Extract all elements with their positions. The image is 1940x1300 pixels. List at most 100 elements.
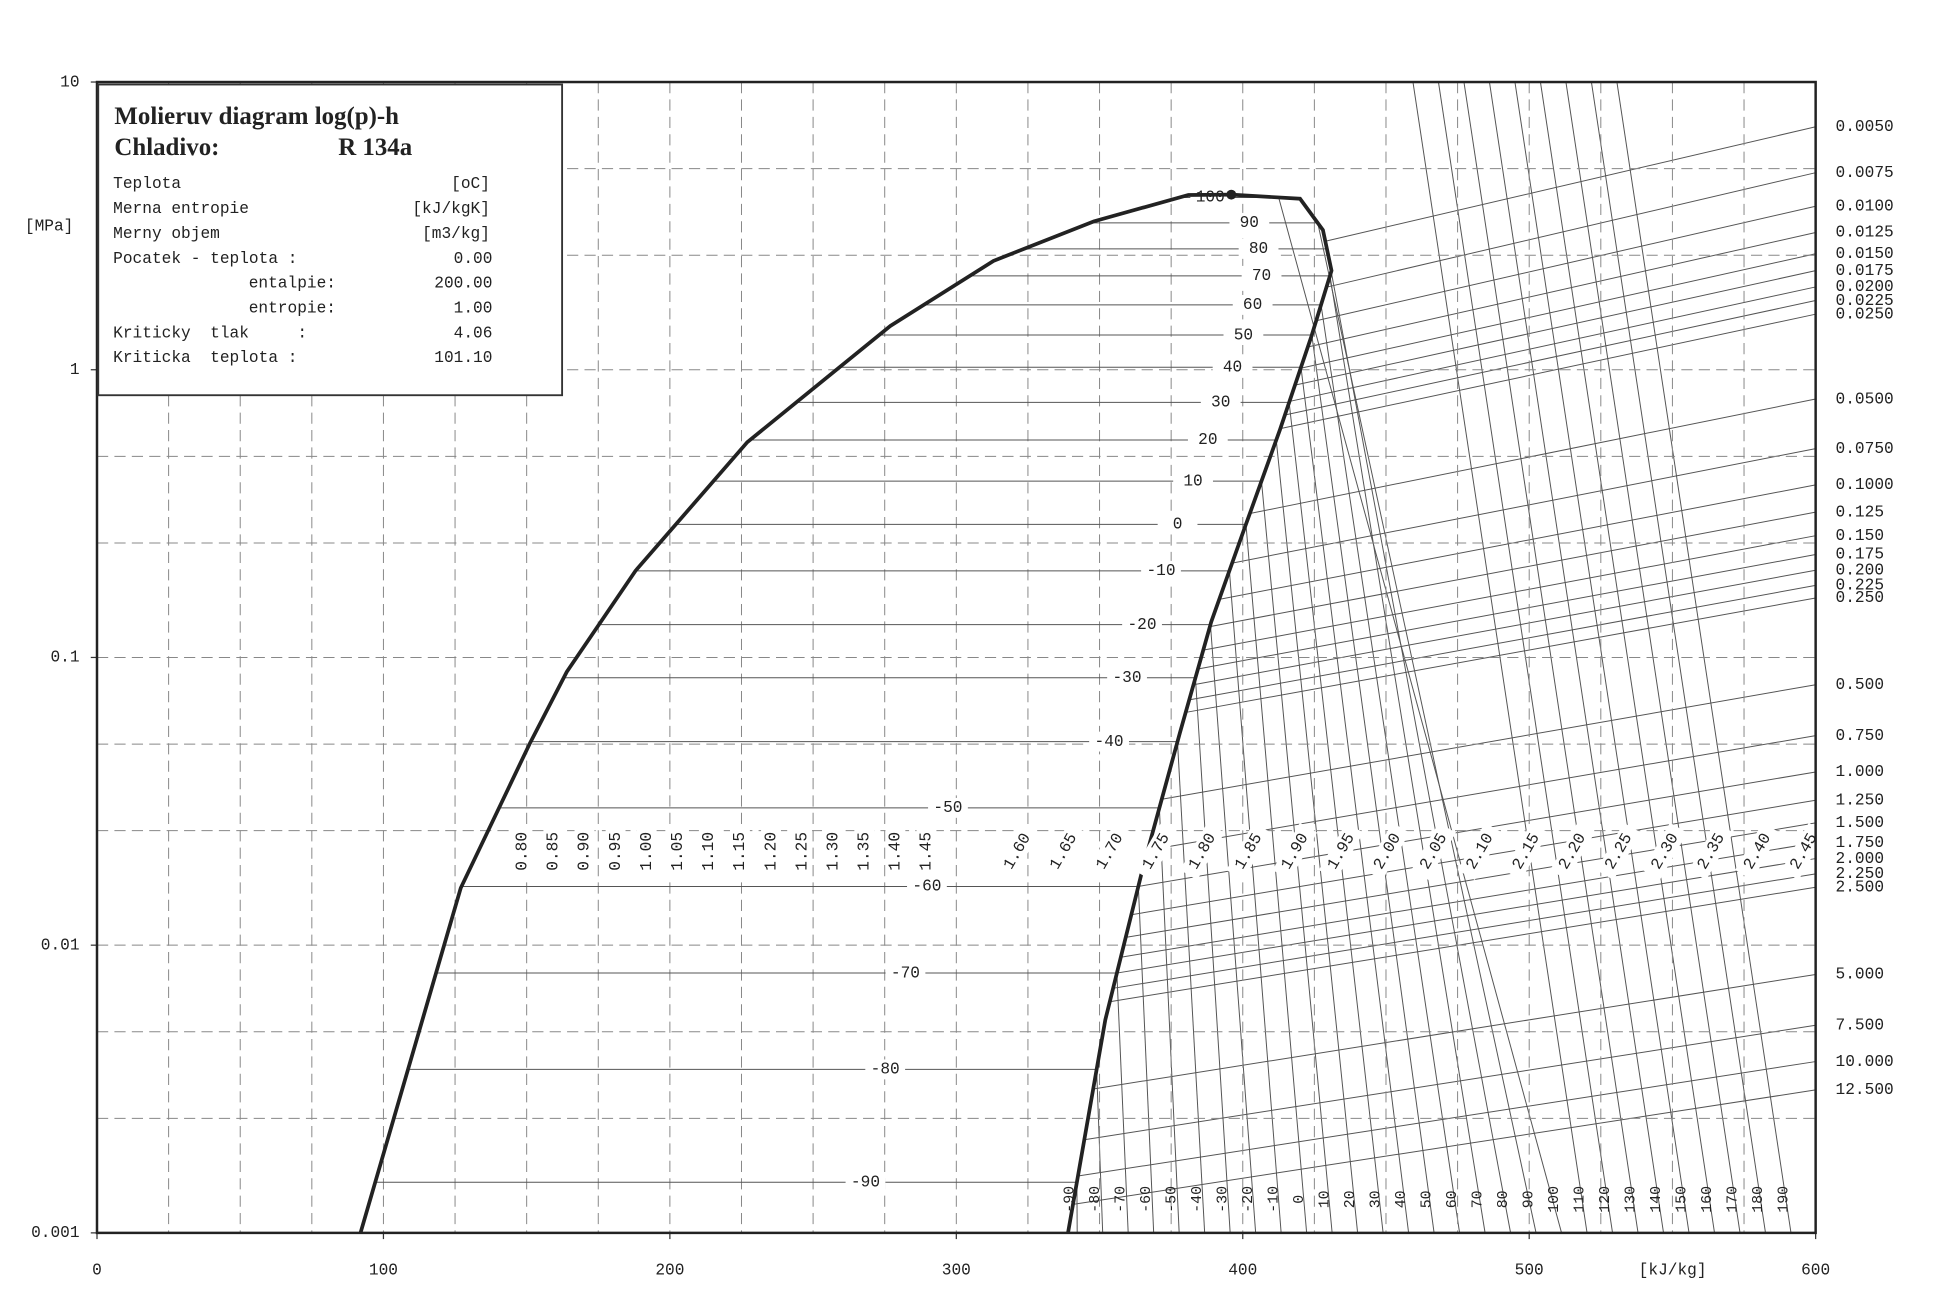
superheat-isotherm bbox=[1116, 973, 1129, 1233]
superheat-isotherm bbox=[1311, 334, 1435, 1233]
y-tick-label: 1 bbox=[70, 361, 80, 379]
isotherm-label-bg bbox=[1157, 514, 1198, 535]
isentrope-label: 1.65 bbox=[1046, 830, 1081, 873]
x-tick-label: 300 bbox=[942, 1261, 971, 1279]
isotherm-label: -90 bbox=[851, 1173, 880, 1191]
isentrope-label: 1.95 bbox=[1324, 830, 1359, 873]
isochore-label: 0.250 bbox=[1836, 589, 1884, 607]
isentrope-label: 1.85 bbox=[1231, 830, 1266, 873]
isotherm-label-bg bbox=[1200, 392, 1241, 413]
superheat-isotherm bbox=[1288, 402, 1384, 1233]
isentrope-label-bg bbox=[605, 823, 626, 879]
isochore bbox=[1161, 684, 1816, 800]
superheat-isotherm-label: 130 bbox=[1624, 1186, 1640, 1213]
info-key: Kriticky tlak : bbox=[113, 324, 307, 342]
isentrope-label-bg bbox=[636, 823, 657, 879]
isotherm-label: 80 bbox=[1249, 240, 1268, 258]
isotherm-label-bg bbox=[865, 1059, 906, 1080]
isentrope-label: 1.45 bbox=[918, 832, 936, 871]
isochore bbox=[1219, 484, 1816, 600]
superheat-isotherm-label: 20 bbox=[1343, 1190, 1359, 1208]
isochore bbox=[1116, 858, 1816, 974]
isochore-label: 12.500 bbox=[1836, 1081, 1894, 1099]
isochore bbox=[1289, 286, 1816, 402]
superheat-isotherm bbox=[1488, 82, 1665, 1233]
superheat-isotherm bbox=[1228, 570, 1282, 1233]
superheat-isotherm-label: -10 bbox=[1267, 1186, 1283, 1213]
info-value: [oC] bbox=[451, 175, 490, 193]
isotherm-label-bg bbox=[1238, 238, 1279, 259]
isotherm-label-bg bbox=[1107, 667, 1147, 688]
superheat-isotherm-label: 190 bbox=[1776, 1186, 1792, 1213]
isochore-label: 0.500 bbox=[1836, 676, 1884, 694]
isentrope-label-bg bbox=[1457, 822, 1503, 880]
superheat-isotherm-label: 0 bbox=[1292, 1195, 1308, 1204]
isotherm-label: 90 bbox=[1240, 214, 1259, 232]
info-box-frame bbox=[97, 83, 564, 397]
isochore bbox=[1093, 973, 1816, 1090]
isentrope-label-bg bbox=[543, 823, 564, 879]
isotherm-label: -30 bbox=[1112, 669, 1141, 687]
isotherm-label-bg bbox=[1232, 294, 1273, 315]
isentrope-label: 1.00 bbox=[638, 832, 656, 871]
superheat-isotherm bbox=[1329, 275, 1486, 1233]
x-tick-label: 200 bbox=[655, 1261, 684, 1279]
isentrope-label: 1.75 bbox=[1139, 830, 1174, 873]
isotherm-label-bg bbox=[1229, 212, 1270, 233]
isentrope-label: 0.90 bbox=[576, 832, 594, 871]
isochore-label: 0.1000 bbox=[1836, 476, 1894, 494]
superheat-isotherm-label: -40 bbox=[1190, 1186, 1206, 1213]
info-key: Merny objem bbox=[113, 225, 220, 243]
isentrope-label: 1.30 bbox=[824, 832, 842, 871]
isotherm-label: -70 bbox=[891, 964, 920, 982]
isentrope-label-bg bbox=[1133, 822, 1179, 880]
isochore-label: 0.200 bbox=[1836, 561, 1884, 579]
info-value: 4.06 bbox=[454, 324, 493, 342]
isentrope-label: 1.25 bbox=[793, 832, 811, 871]
isochore-label: 5.000 bbox=[1836, 966, 1884, 984]
y-tick-label: 0.001 bbox=[31, 1224, 79, 1242]
isochore bbox=[1185, 597, 1816, 713]
isentrope-label-bg bbox=[1318, 822, 1364, 880]
isochore bbox=[1325, 126, 1816, 242]
superheat-isotherm-label: -80 bbox=[1088, 1186, 1104, 1213]
superheat-isotherm-label: 110 bbox=[1573, 1186, 1589, 1213]
x-axis-label: [kJ/kg] bbox=[1639, 1261, 1707, 1279]
isotherm-label-bg bbox=[1141, 560, 1181, 581]
critical-point bbox=[1226, 189, 1237, 200]
x-tick-label: 400 bbox=[1228, 1261, 1257, 1279]
isotherm-label-bg bbox=[845, 1172, 886, 1193]
isochore-label: 0.0200 bbox=[1836, 278, 1894, 296]
superheat-isotherm bbox=[1590, 82, 1767, 1233]
superheat-isotherm bbox=[1278, 197, 1563, 1233]
superheat-isotherm bbox=[1194, 677, 1231, 1233]
superheat-isotherm-label: 90 bbox=[1522, 1190, 1538, 1208]
isentrope-label-bg bbox=[667, 823, 688, 879]
isochore-label: 1.750 bbox=[1836, 834, 1884, 852]
isentrope-label-bg bbox=[761, 823, 781, 879]
isochore bbox=[1209, 511, 1816, 628]
isentrope-label: 0.95 bbox=[607, 832, 625, 871]
isochore bbox=[1316, 205, 1816, 322]
isochore-label: 0.750 bbox=[1836, 727, 1884, 745]
superheat-isotherm bbox=[1209, 624, 1257, 1233]
isochore-label: 2.500 bbox=[1836, 878, 1884, 896]
isochore bbox=[1138, 771, 1816, 887]
isentrope-label-bg bbox=[1550, 822, 1595, 880]
superheat-isotherm-label: -70 bbox=[1114, 1186, 1130, 1213]
isochore-label: 0.0225 bbox=[1836, 292, 1894, 310]
isochore-label: 0.0150 bbox=[1836, 245, 1894, 263]
y-tick-label: 0.01 bbox=[41, 936, 80, 954]
isochore-label: 0.0125 bbox=[1836, 224, 1894, 242]
isochore-label: 0.0175 bbox=[1836, 262, 1894, 280]
isochore-label: 2.000 bbox=[1836, 850, 1884, 868]
isentrope-label: 2.15 bbox=[1509, 830, 1544, 873]
x-tick-label: 500 bbox=[1515, 1261, 1544, 1279]
isentrope-label-bg bbox=[823, 823, 844, 879]
isotherm-label-bg bbox=[907, 876, 947, 897]
isochore bbox=[1232, 448, 1816, 564]
isotherm-label: -80 bbox=[871, 1061, 900, 1079]
isentrope-label-bg bbox=[1503, 822, 1549, 880]
